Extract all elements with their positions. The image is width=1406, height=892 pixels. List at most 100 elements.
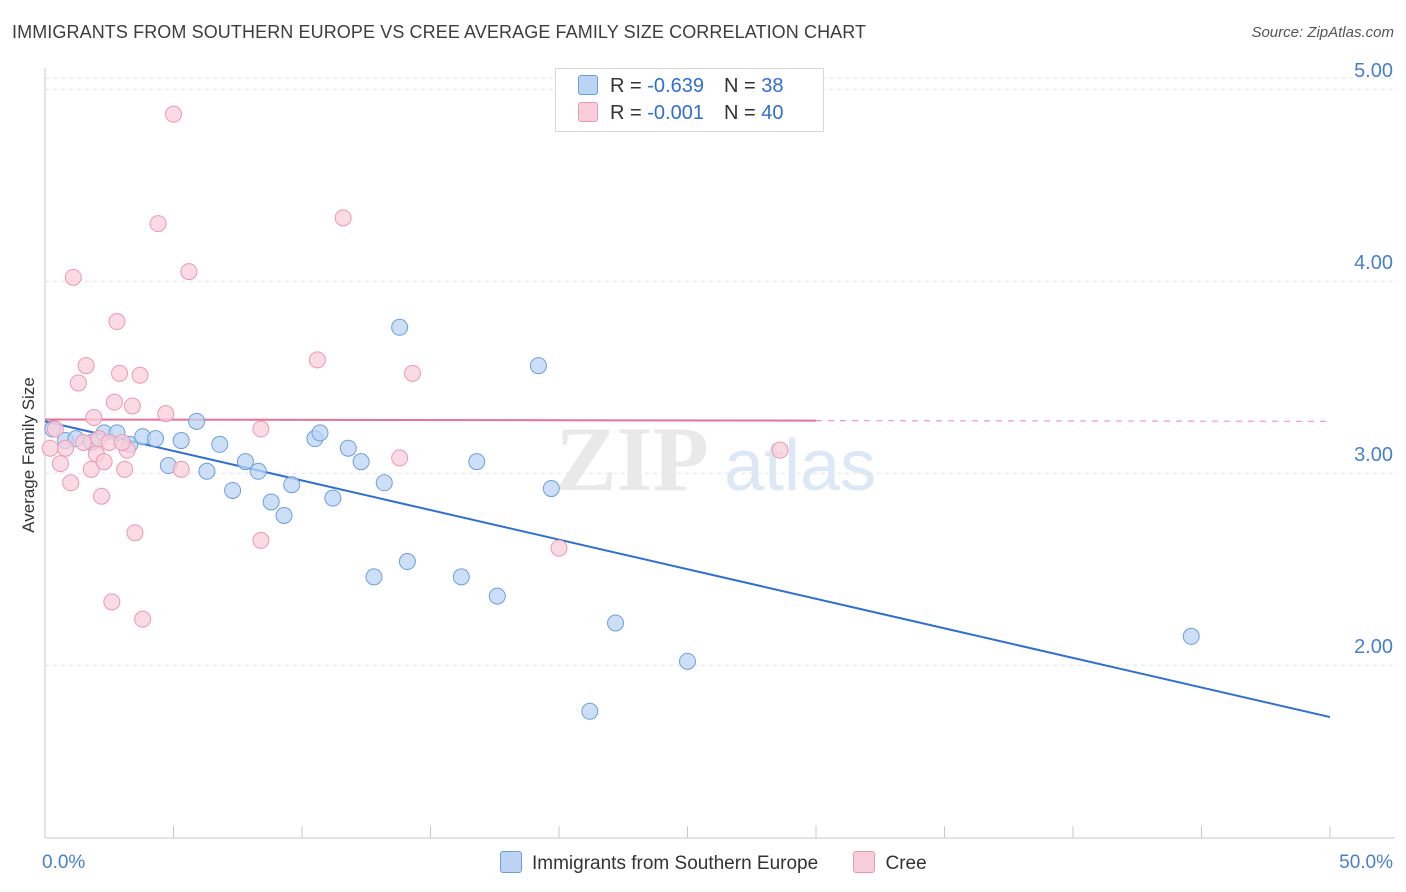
x-tick-label-max: 50.0%: [1339, 852, 1393, 873]
chart-source: Source: ZipAtlas.com: [1251, 24, 1394, 41]
point-cree: [123, 397, 141, 415]
point-southern-europe: [607, 614, 625, 632]
axes: [44, 68, 1395, 839]
legend-n-value: 38: [761, 75, 784, 97]
y-axis-label: Average Family Size: [19, 377, 38, 533]
point-cree: [252, 531, 270, 549]
point-cree: [134, 610, 152, 628]
point-southern-europe: [211, 435, 229, 453]
legend-swatch-cree: [578, 102, 598, 122]
point-southern-europe: [352, 453, 370, 471]
point-southern-europe: [391, 318, 409, 336]
point-cree: [334, 209, 352, 227]
point-cree: [113, 433, 131, 451]
y-tick-label: 2.00: [1354, 636, 1393, 658]
point-cree: [62, 474, 80, 492]
legend-item-southern-europe: Immigrants from Southern Europe: [500, 851, 818, 875]
point-cree: [157, 405, 175, 423]
point-cree: [180, 263, 198, 281]
point-southern-europe: [224, 481, 242, 499]
point-southern-europe: [365, 568, 383, 586]
y-tick-label: 3.00: [1354, 444, 1393, 466]
legend-item-cree: Cree: [853, 851, 927, 875]
legend-label-cree: Cree: [885, 853, 927, 874]
bottom-legend: Immigrants from Southern Europe Cree: [500, 851, 957, 875]
point-cree: [252, 420, 270, 438]
point-southern-europe: [188, 412, 206, 430]
point-cree: [51, 455, 69, 473]
point-southern-europe: [236, 453, 254, 471]
point-cree: [771, 441, 789, 459]
legend-label-southern-europe: Immigrants from Southern Europe: [532, 853, 819, 874]
legend-n-label: N =: [723, 102, 762, 124]
point-southern-europe: [262, 493, 280, 511]
watermark-atlas: atlas: [724, 426, 876, 506]
trend-line-cree: [44, 418, 817, 422]
point-southern-europe: [172, 432, 190, 450]
point-cree: [95, 453, 113, 471]
point-cree: [165, 105, 182, 123]
point-cree: [308, 351, 326, 369]
point-southern-europe: [581, 702, 599, 720]
legend-r-label: R =: [610, 75, 648, 97]
point-southern-europe: [398, 553, 416, 571]
point-cree: [131, 366, 149, 384]
point-southern-europe: [452, 568, 470, 586]
point-southern-europe: [488, 587, 506, 605]
legend-n-label: N =: [723, 75, 762, 97]
trend-line-cree-dashed: [815, 419, 1331, 422]
legend-n-value: 40: [761, 102, 784, 124]
point-cree: [111, 364, 129, 382]
legend-row-southern-europe: R = -0.639 N = 38: [578, 75, 783, 99]
point-southern-europe: [147, 430, 165, 448]
watermark: ZIP: [555, 408, 708, 510]
x-tick-label-min: 0.0%: [42, 852, 85, 873]
point-southern-europe: [283, 476, 301, 494]
point-cree: [64, 268, 82, 286]
point-cree: [41, 439, 59, 457]
point-cree: [93, 487, 111, 505]
chart-title: IMMIGRANTS FROM SOUTHERN EUROPE VS CREE …: [12, 22, 867, 42]
point-southern-europe: [198, 462, 216, 480]
legend-r-label: R =: [610, 102, 648, 124]
point-southern-europe: [275, 506, 293, 524]
point-cree: [46, 420, 64, 438]
point-cree: [69, 374, 87, 392]
y-tick-label: 5.00: [1354, 60, 1393, 82]
tick-labels: 2.00 3.00 4.00 5.00 0.0% 50.0%: [42, 60, 1393, 873]
point-cree: [172, 460, 190, 478]
point-southern-europe: [249, 462, 267, 480]
legend-box: R = -0.639 N = 38 R = -0.001 N = 40: [555, 68, 824, 132]
point-cree: [85, 409, 103, 427]
point-cree: [116, 460, 134, 478]
point-cree: [105, 393, 123, 411]
legend-r-value: -0.639: [647, 75, 704, 97]
point-cree: [57, 439, 75, 457]
point-cree: [108, 313, 126, 331]
legend-r-value: -0.001: [647, 102, 704, 124]
point-southern-europe: [468, 453, 486, 471]
legend-swatch-southern-europe: [500, 851, 522, 873]
point-southern-europe: [529, 357, 547, 375]
y-tick-label: 4.00: [1354, 252, 1393, 274]
point-cree: [391, 449, 409, 467]
point-southern-europe: [375, 474, 393, 492]
point-cree: [550, 539, 568, 557]
point-southern-europe: [324, 489, 342, 507]
legend-swatch-southern-europe: [578, 75, 598, 95]
point-cree: [404, 364, 422, 382]
point-southern-europe: [1182, 627, 1200, 645]
point-cree: [82, 460, 100, 478]
point-cree: [75, 433, 93, 451]
point-southern-europe: [311, 424, 329, 442]
point-southern-europe: [542, 480, 560, 498]
legend-row-cree: R = -0.001 N = 40: [578, 102, 783, 126]
point-southern-europe: [339, 439, 357, 457]
point-cree: [103, 593, 121, 611]
point-cree: [77, 357, 95, 375]
point-southern-europe: [679, 652, 696, 670]
data-points: [41, 105, 1200, 720]
legend-swatch-cree: [853, 851, 876, 873]
point-cree: [126, 524, 144, 542]
